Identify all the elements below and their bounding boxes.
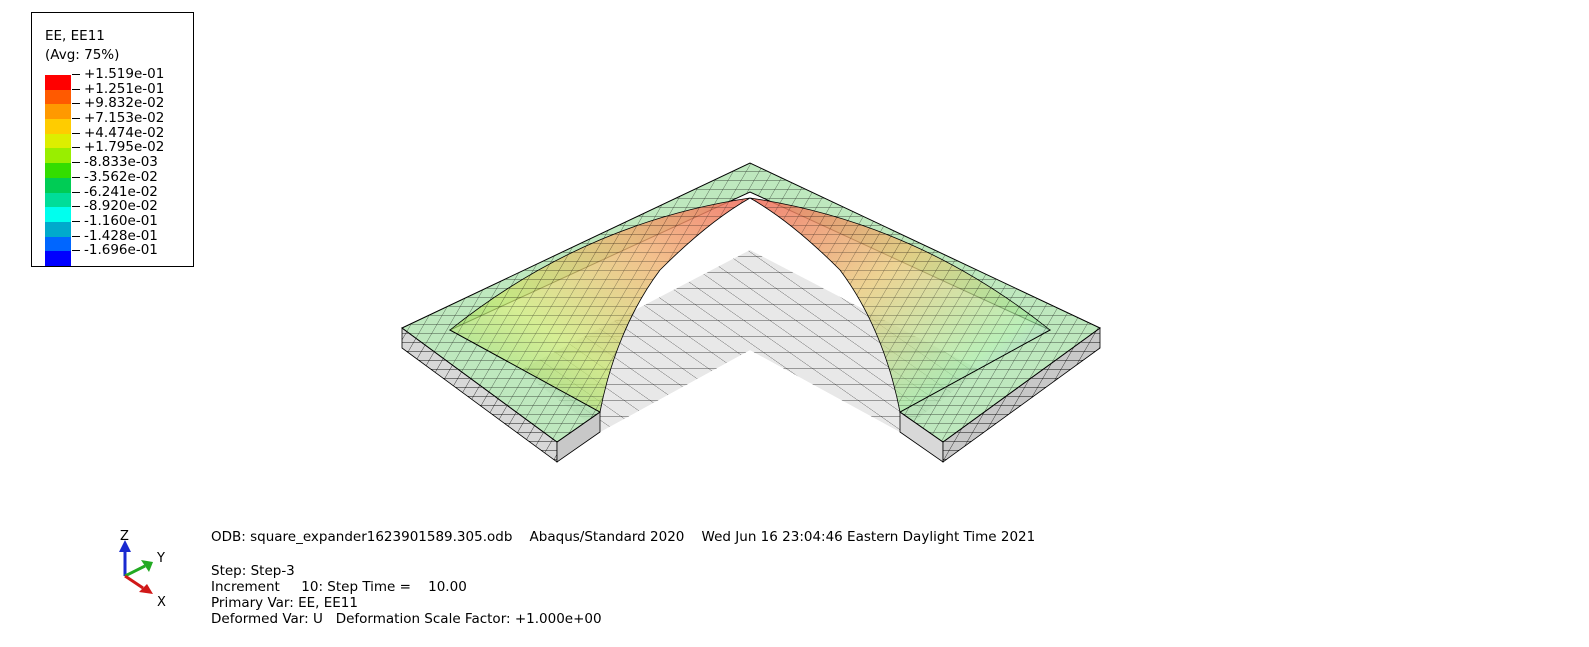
legend-value: +9.832e-02 — [72, 96, 164, 111]
deformed-arch-right — [749, 197, 1051, 413]
legend-value: -1.160e-01 — [72, 214, 164, 229]
legend-swatch — [45, 236, 71, 252]
y-axis-label: Y — [156, 551, 165, 566]
step-info: Step: Step-3 — [211, 563, 295, 579]
undeformed-floor — [520, 250, 980, 432]
legend-swatch — [45, 89, 71, 105]
odb-info-line: ODB: square_expander1623901589.305.odb A… — [211, 529, 1036, 545]
legend-swatch — [45, 221, 71, 237]
legend-swatch — [45, 75, 71, 90]
legend-swatch — [45, 148, 71, 164]
legend-swatch — [45, 104, 71, 120]
legend-swatch — [45, 119, 71, 134]
legend-values: +1.519e-01 +1.251e-01 +9.832e-02 +7.153e-02… — [72, 67, 164, 258]
legend-swatch — [45, 177, 71, 193]
x-axis-arrow — [139, 584, 153, 594]
legend-swatch — [45, 207, 71, 222]
legend-swatch — [45, 133, 71, 149]
increment-info: Increment 10: Step Time = 10.00 — [211, 579, 467, 595]
legend-variable: EE, EE11 — [45, 28, 105, 44]
contour-legend: EE, EE11 (Avg: 75%) +1.519e-01 +1.251e-01… — [31, 12, 194, 267]
deformed-arch-left — [449, 197, 751, 413]
x-axis-label: X — [157, 595, 166, 608]
model-viewport[interactable] — [0, 0, 1589, 500]
legend-averaging: (Avg: 75%) — [45, 47, 120, 63]
legend-swatch — [45, 251, 71, 266]
legend-value: +4.474e-02 — [72, 126, 164, 141]
legend-value: +1.251e-01 — [72, 81, 164, 97]
legend-value: +1.519e-01 — [72, 67, 164, 82]
legend-value: -1.428e-01 — [72, 228, 164, 244]
z-axis-label: Z — [120, 529, 129, 544]
legend-value: +7.153e-02 — [72, 111, 164, 126]
z-axis-arrow — [119, 540, 131, 552]
legend-value: -6.241e-02 — [72, 184, 164, 200]
legend-value: -3.562e-02 — [72, 170, 164, 185]
y-axis-arrow — [141, 560, 153, 572]
legend-swatch — [45, 192, 71, 208]
legend-color-bar — [45, 75, 71, 266]
legend-value: -8.920e-02 — [72, 199, 164, 214]
deformed-var-info: Deformed Var: U Deformation Scale Factor… — [211, 611, 602, 627]
legend-value: -1.696e-01 — [72, 243, 164, 258]
primary-var-info: Primary Var: EE, EE11 — [211, 595, 358, 611]
legend-swatch — [45, 163, 71, 178]
legend-value: +1.795e-02 — [72, 140, 164, 155]
legend-value: -8.833e-03 — [72, 155, 164, 170]
axis-triad: Z Y X — [119, 529, 166, 608]
